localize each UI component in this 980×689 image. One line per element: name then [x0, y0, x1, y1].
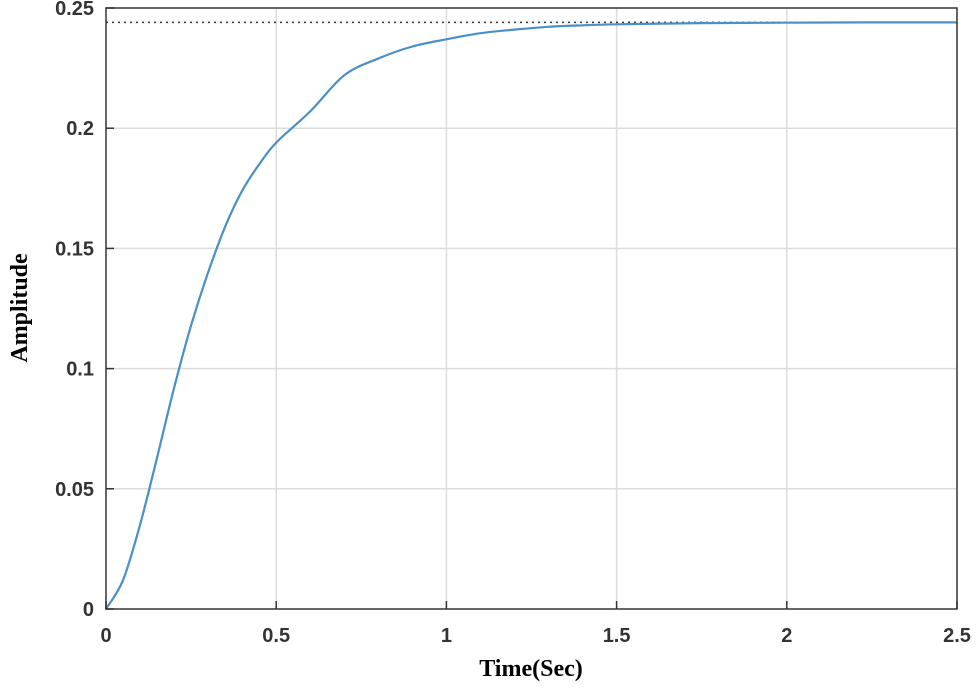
x-tick-label: 0 [100, 625, 111, 647]
y-tick-label: 0.2 [66, 118, 94, 140]
y-tick-label: 0.15 [55, 238, 94, 260]
x-tick-label: 2.5 [943, 625, 971, 647]
ticks: 0 0.5 1 1.5 2 2.5 0 0.05 0.1 0.15 0.2 0.25 [55, 0, 971, 647]
x-axis-title: Time(Sec) [479, 656, 583, 682]
y-tick-label: 0.25 [55, 0, 94, 20]
x-tick-label: 2 [781, 625, 792, 647]
plot-area-frame [105, 7, 958, 610]
y-tick-label: 0 [83, 599, 94, 621]
response-line [105, 21, 957, 610]
x-tick-label: 0.5 [262, 625, 290, 647]
grid [106, 8, 957, 609]
x-tick-label: 1.5 [603, 625, 631, 647]
y-tick-label: 0.05 [55, 479, 94, 501]
y-tick-label: 0.1 [66, 359, 94, 381]
x-tick-label: 1 [441, 625, 452, 647]
y-axis-title: Amplitude [7, 253, 33, 363]
series-layer [105, 21, 957, 610]
